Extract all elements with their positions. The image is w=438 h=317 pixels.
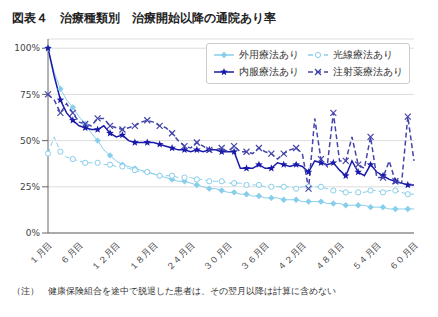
html-text:内服療法あり: 内服療法あり	[239, 66, 299, 77]
html-text:注射薬療法あり: 注射薬療法あり	[333, 66, 403, 77]
svg-text:50%: 50%	[20, 136, 40, 146]
html-text:外用療法あり: 外用療法あり	[239, 49, 299, 60]
svg-text:６０月目: ６０月目	[387, 240, 420, 273]
svg-text:１月目: １月目	[28, 240, 54, 266]
svg-text:75%: 75%	[20, 90, 40, 100]
svg-text:４８月目: ４８月目	[313, 240, 346, 273]
svg-text:４２月目: ４２月目	[276, 240, 309, 273]
html-text:（注） 健康保険組合を途中で脱退した患者は、その翌月以降は計: （注） 健康保険組合を途中で脱退した患者は、その翌月以降は計算に含めない	[12, 286, 336, 296]
svg-text:５４月目: ５４月目	[350, 240, 383, 273]
svg-text:25%: 25%	[20, 182, 40, 192]
svg-text:0%: 0%	[26, 228, 41, 238]
svg-text:１８月目: １８月目	[127, 240, 160, 273]
svg-text:６月目: ６月目	[59, 240, 85, 266]
svg-text:２４月目: ２４月目	[164, 240, 197, 273]
svg-text:１２月目: １２月目	[90, 240, 123, 273]
svg-text:３６月目: ３６月目	[239, 240, 272, 273]
svg-text:100%: 100%	[14, 43, 40, 53]
html-text:光線療法あり: 光線療法あり	[333, 49, 393, 60]
html-text:図表４ 治療種類別 治療開始以降の通院あり率: 図表４ 治療種類別 治療開始以降の通院あり率	[12, 11, 276, 25]
svg-text:３０月目: ３０月目	[201, 240, 234, 273]
